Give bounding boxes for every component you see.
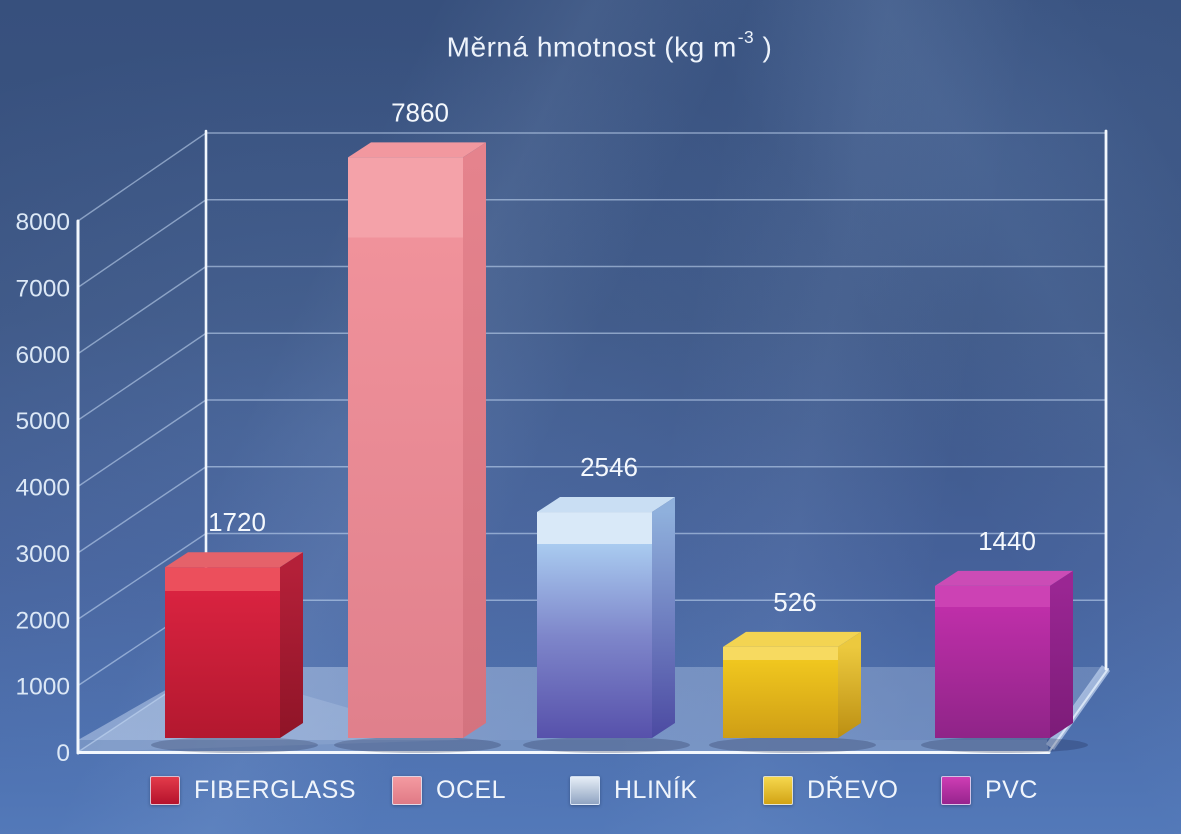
bar-front-face (723, 646, 838, 738)
chart-title-superscript: -3 (737, 27, 755, 48)
floor-right-rim (1048, 668, 1109, 753)
bar-top-face (165, 552, 303, 568)
ytick-label-4000: 4000 (15, 475, 70, 502)
bar-value-label-hlinik: 2546 (580, 452, 638, 482)
bar-side-face (652, 497, 675, 738)
bar-front-face (348, 157, 463, 739)
bar-top-face (348, 142, 486, 158)
axis-frame (76, 129, 1109, 755)
ytick-label-0: 0 (56, 740, 70, 767)
ytick-label-7000: 7000 (15, 275, 70, 302)
bar-fiberglass: 1720 (151, 507, 318, 753)
bar-pvc: 1440 (921, 526, 1088, 753)
bar-value-label-drevo: 526 (773, 587, 816, 617)
bar-front-face (537, 512, 652, 738)
ytick-label-2000: 2000 (15, 607, 70, 634)
y-axis-labels: 0 1000 2000 3000 4000 5000 6000 7000 8000 (15, 209, 70, 767)
bar-top-face (723, 631, 861, 647)
chart-title: Měrná hmotnost (kg m-3 ) (0, 27, 1181, 63)
floor-right-face (1045, 665, 1111, 750)
bar-front-face (165, 567, 280, 738)
ytick-label-8000: 8000 (15, 209, 70, 236)
bar-drevo: 526 (709, 587, 876, 753)
ytick-label-3000: 3000 (15, 541, 70, 568)
bar-ocel: 7860 (334, 97, 501, 753)
bar-top-face (935, 570, 1073, 586)
bar-value-label-fiberglass: 1720 (208, 507, 266, 537)
bar-shadow (334, 737, 501, 753)
bar-top-face (537, 497, 675, 513)
bar-shadow (921, 737, 1088, 753)
bar-front-face (935, 585, 1050, 738)
bar-side-face (463, 142, 486, 739)
gridline-diag-2000 (77, 532, 207, 620)
chart-title-text: Měrná hmotnost (kg m (446, 31, 737, 63)
bar-side-face (1050, 570, 1073, 738)
ytick-label-1000: 1000 (15, 674, 70, 701)
chart-title-suffix: ) (754, 31, 773, 63)
ytick-label-5000: 5000 (15, 408, 70, 435)
gridline-diag-4000 (77, 399, 207, 488)
bar-value-label-ocel: 7860 (391, 97, 449, 127)
gridline-diag-6000 (77, 265, 207, 355)
bar-shadow (523, 737, 690, 753)
gridline-diag-8000 (77, 132, 207, 222)
gridline-diag-7000 (77, 199, 207, 288)
bar-value-label-pvc: 1440 (978, 526, 1036, 556)
bar-shadow (151, 737, 318, 753)
ytick-label-6000: 6000 (15, 342, 70, 369)
bar-hlinik: 2546 (523, 452, 690, 753)
gridline-diag-3000 (77, 466, 207, 554)
floor-front-face (78, 740, 1049, 752)
bar-shadow (709, 737, 876, 753)
bar-side-face (838, 631, 861, 738)
bar-side-face (280, 552, 303, 738)
gridline-diag-5000 (77, 332, 207, 421)
